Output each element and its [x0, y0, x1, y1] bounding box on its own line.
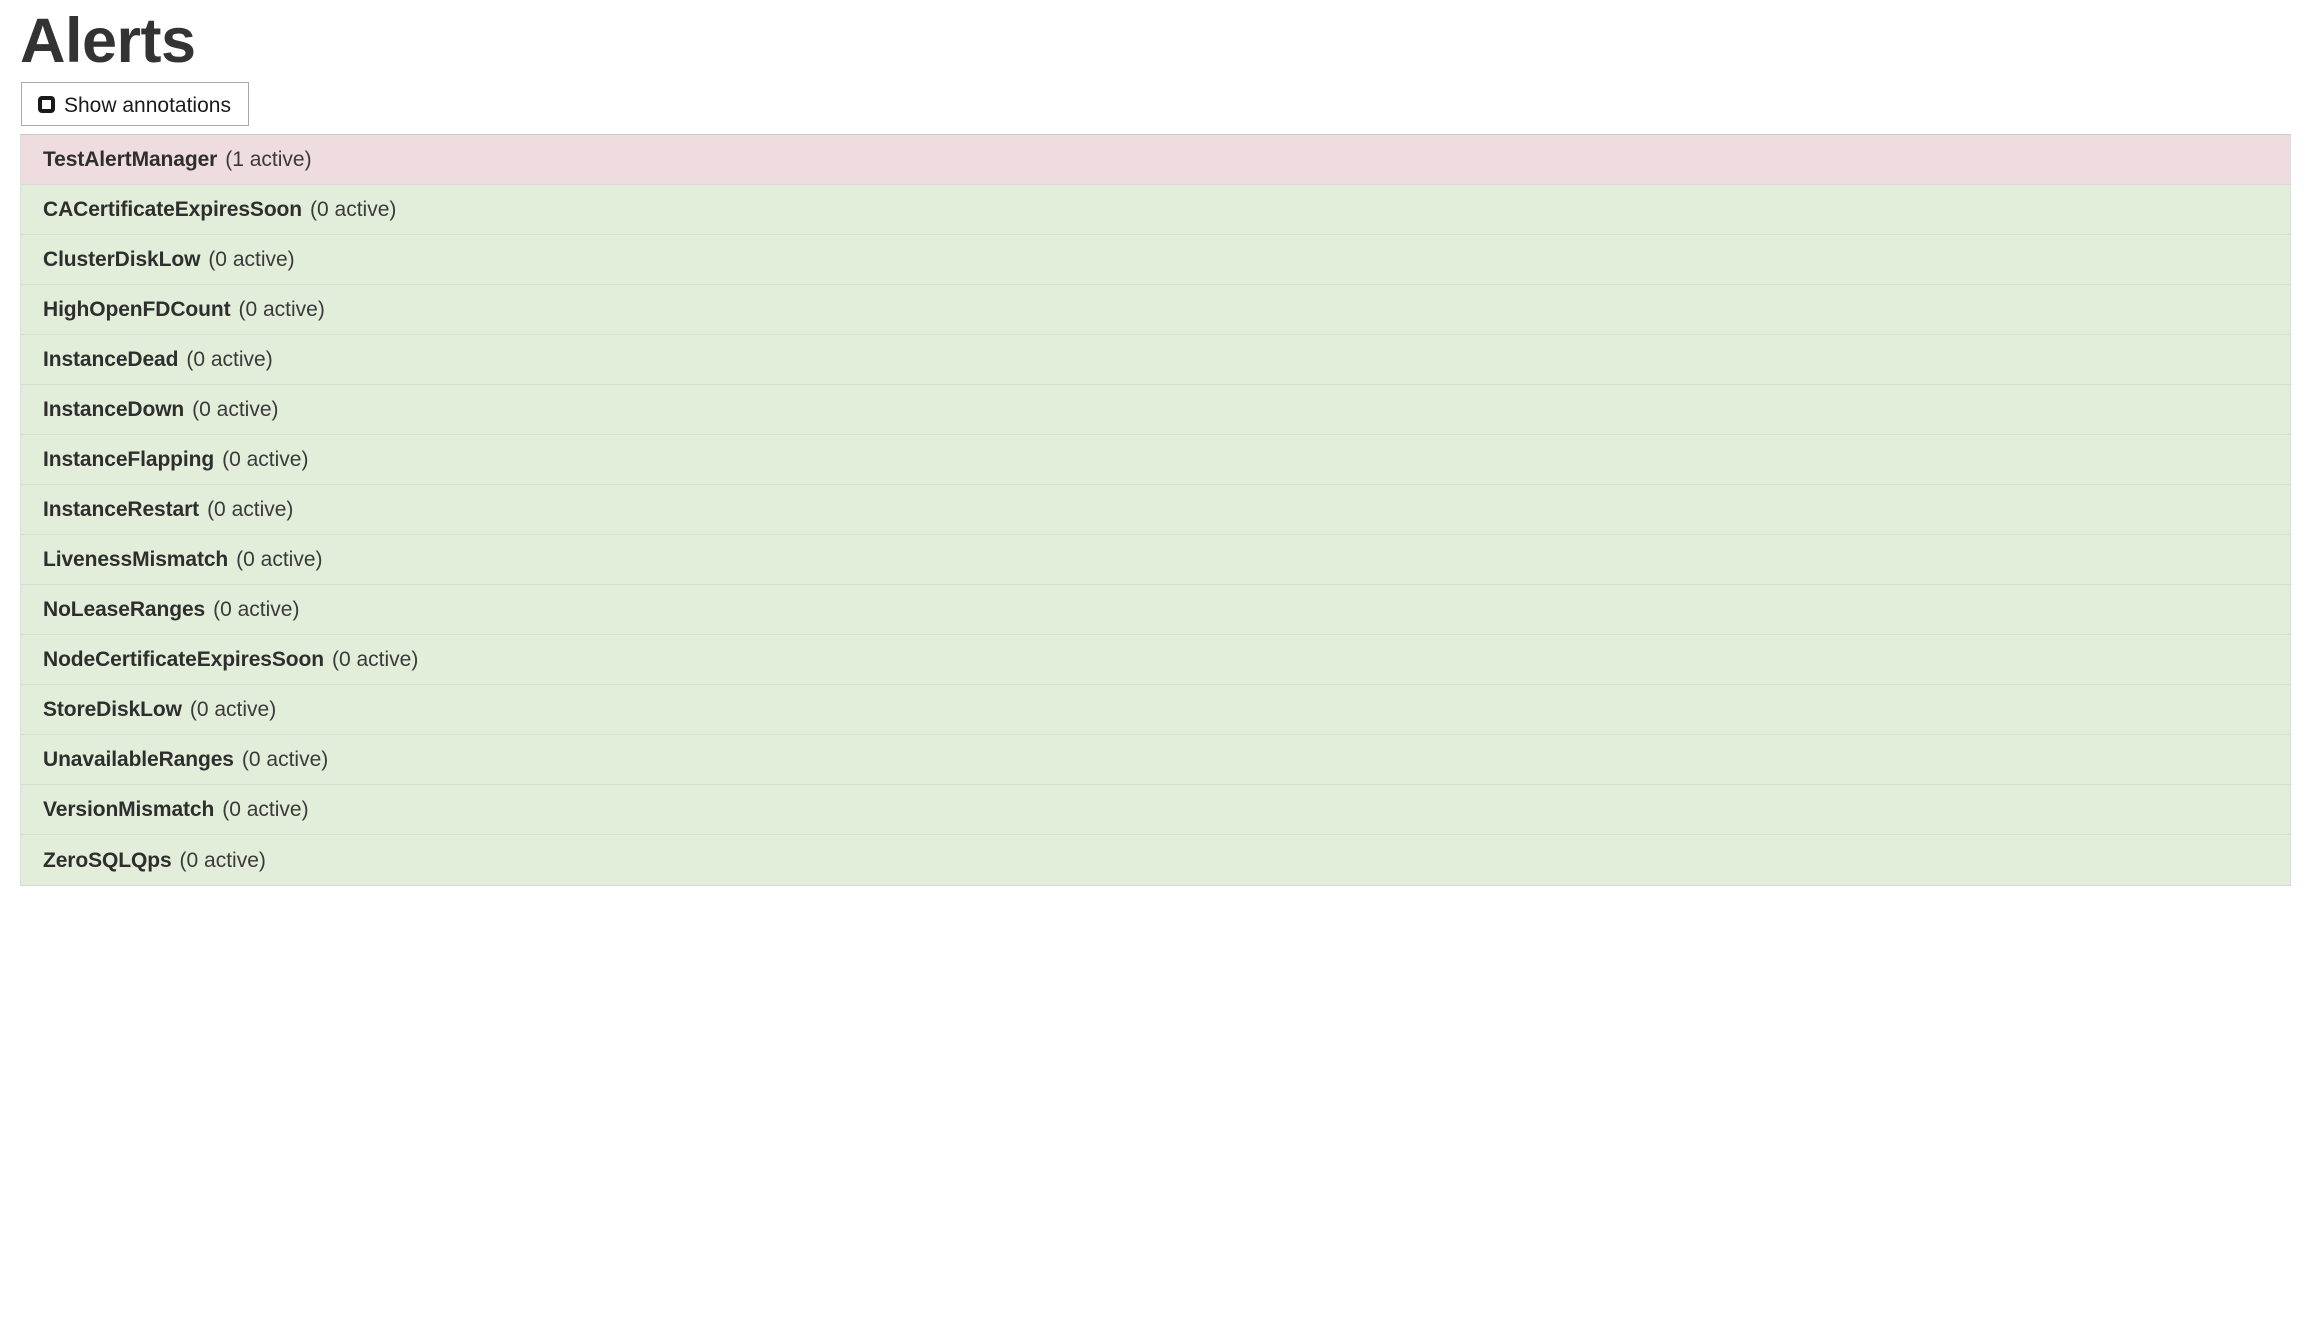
alert-name: StoreDiskLow	[43, 698, 182, 721]
alert-name: ZeroSQLQps	[43, 848, 172, 872]
alert-row[interactable]: InstanceDown (0 active)	[21, 385, 2290, 435]
alert-active-count: (0 active)	[331, 648, 419, 671]
alert-row[interactable]: ClusterDiskLow (0 active)	[21, 235, 2290, 285]
alert-active-count: (0 active)	[222, 448, 309, 471]
alert-name: LivenessMismatch	[43, 548, 229, 571]
alert-active-count: (0 active)	[222, 798, 309, 821]
alert-name: TestAlertManager	[43, 148, 218, 171]
alert-name: NoLeaseRanges	[43, 598, 206, 621]
alert-name: InstanceRestart	[43, 498, 200, 521]
show-annotations-label: Show annotations	[64, 93, 231, 117]
alert-row[interactable]: InstanceFlapping (0 active)	[21, 435, 2290, 485]
alert-row[interactable]: LivenessMismatch (0 active)	[21, 535, 2290, 585]
alert-name: UnavailableRanges	[43, 748, 234, 771]
alert-row[interactable]: ZeroSQLQps (0 active)	[21, 835, 2290, 885]
alert-active-count: (0 active)	[186, 348, 273, 371]
alert-name: InstanceFlapping	[43, 448, 215, 471]
alert-row[interactable]: InstanceDead (0 active)	[21, 335, 2290, 385]
alert-active-count: (0 active)	[213, 598, 300, 621]
alert-active-count: (0 active)	[192, 398, 279, 421]
alert-name: ClusterDiskLow	[43, 248, 201, 271]
alert-row[interactable]: TestAlertManager (1 active)	[21, 135, 2290, 185]
alert-active-count: (1 active)	[225, 148, 312, 171]
alert-active-count: (0 active)	[238, 298, 325, 321]
alert-row[interactable]: UnavailableRanges (0 active)	[21, 735, 2290, 785]
alert-name: InstanceDead	[43, 348, 179, 371]
alert-row[interactable]: StoreDiskLow (0 active)	[21, 685, 2290, 735]
alert-name: NodeCertificateExpiresSoon	[43, 648, 324, 671]
alert-list: TestAlertManager (1 active) CACertificateE…	[20, 134, 2291, 886]
alert-active-count: (0 active)	[208, 248, 295, 271]
page-title: Alerts	[20, 5, 196, 76]
alert-active-count: (0 active)	[310, 198, 397, 221]
alert-name: VersionMismatch	[43, 798, 215, 821]
stop-square-icon	[38, 95, 55, 113]
alert-row[interactable]: VersionMismatch (0 active)	[21, 785, 2290, 835]
alert-name: HighOpenFDCount	[43, 298, 231, 321]
alert-row[interactable]: InstanceRestart (0 active)	[21, 485, 2290, 535]
show-annotations-button[interactable]: Show annotations	[21, 82, 249, 126]
alert-name: InstanceDown	[43, 398, 185, 421]
alert-active-count: (0 active)	[189, 698, 277, 721]
alert-active-count: (0 active)	[241, 748, 329, 771]
toolbar: Show annotations	[0, 82, 2312, 134]
alert-row[interactable]: CACertificateExpiresSoon (0 active)	[21, 185, 2290, 235]
alert-name: CACertificateExpiresSoon	[43, 198, 303, 221]
alert-row[interactable]: HighOpenFDCount (0 active)	[21, 285, 2290, 335]
alert-active-count: (0 active)	[207, 498, 294, 521]
alert-row[interactable]: NodeCertificateExpiresSoon (0 active)	[21, 635, 2290, 685]
alert-active-count: (0 active)	[236, 548, 323, 571]
alert-active-count: (0 active)	[179, 848, 266, 872]
alert-row[interactable]: NoLeaseRanges (0 active)	[21, 585, 2290, 635]
